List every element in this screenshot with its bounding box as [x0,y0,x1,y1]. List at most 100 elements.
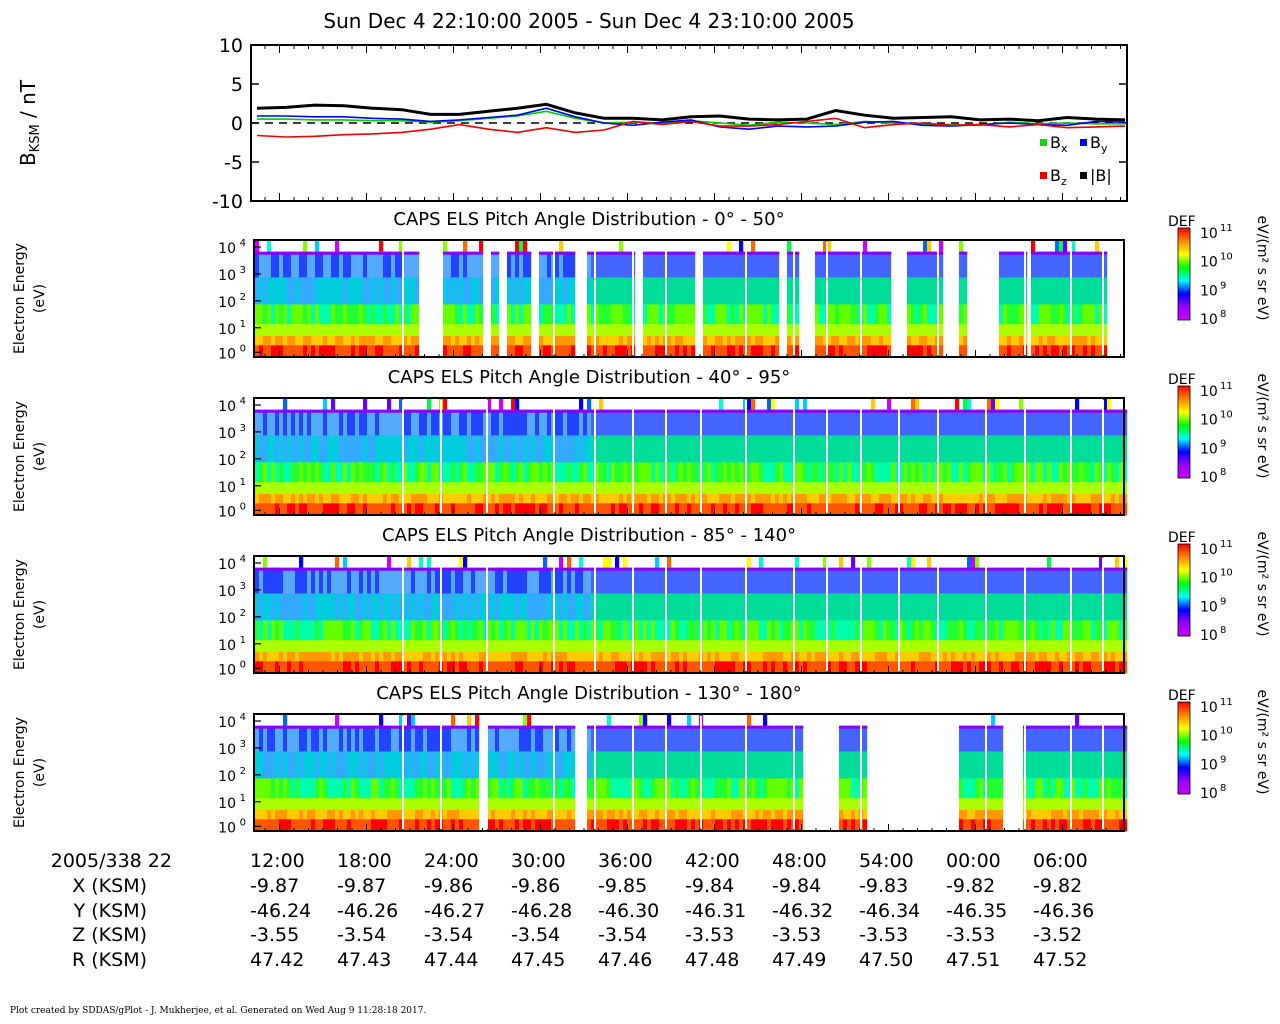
spectrogram-cell [923,651,928,662]
spectrogram-cell [499,409,504,413]
spectrogram-cell [671,661,676,674]
spectrogram-cell [523,435,528,463]
spectrogram-cell [835,335,840,346]
spectrogram-cell [807,409,812,436]
spectrogram-cell [1003,435,1008,463]
spectrogram-cell [611,335,616,346]
spectrogram-cell [735,620,740,641]
spectrogram-cell [971,462,976,483]
spectrogram-cell [939,593,944,621]
spectrogram-cell [319,462,324,483]
spectrogram-cell [1055,409,1060,436]
spectrogram-cell [655,503,660,516]
spectrogram-cell [455,493,460,504]
spectrogram-cell [431,409,436,413]
spectrogram-cell [463,409,468,413]
spectrogram-cell [1107,409,1112,413]
spectrogram-cell [283,819,288,832]
spectrogram-cell [819,277,824,305]
spectrogram-cell [459,409,464,436]
spectrogram-cell [911,304,916,325]
spectrogram-cell [955,620,960,641]
spectrogram-cell [943,435,948,463]
spectrogram-cell [907,567,912,594]
spectrogram-cell [287,751,292,779]
spectrogram-cell [1039,651,1044,662]
spectrogram-cell [411,251,416,278]
data-gap [632,558,634,671]
spectrogram-cell [323,567,328,594]
spectrogram-cell [359,324,364,337]
spectrogram-cell [711,251,716,255]
spectrogram-cell [939,503,944,516]
spectrogram-cell [703,593,708,621]
spectrogram-cell [523,567,528,571]
spectrogram-cell [391,567,396,594]
spectrogram-cell [607,324,612,337]
spectrogram-cell [351,567,356,571]
spectrogram-cell [747,398,752,411]
spectrogram-cell [279,661,284,674]
spectrogram-cell [739,640,744,653]
spectrogram-cell [919,435,924,463]
spectrogram-cell [407,409,412,413]
spectrogram-cell [655,640,660,653]
spectrogram-cell [639,482,644,495]
spectrogram-cell [947,482,952,495]
spectrogram-cell [311,661,316,674]
spectrogram-cell [931,640,936,653]
spectrogram-cell [1019,620,1024,641]
spectrogram-cell [611,567,616,594]
spectrogram-cell [783,409,788,436]
spectrogram-cell [511,620,516,641]
spectrogram-cell [1011,345,1016,358]
spectrogram-cell [971,651,976,662]
spectrogram-cell [263,251,268,255]
spectrogram-cell [739,482,744,495]
spectrogram-cell [463,345,468,358]
spectrogram-cell [271,567,276,571]
spectrogram-cell [543,251,548,255]
spectrogram-cell [555,567,560,594]
spectrogram-cell [295,482,300,495]
panel-ytick-label: 10 [218,426,236,442]
spectrogram-cell [623,567,628,571]
data-gap [745,558,747,671]
spectrogram-cell [431,462,436,483]
spectrogram-cell [999,277,1004,305]
spectrogram-cell [299,725,304,729]
spectrogram-cell [1007,493,1012,504]
spectrogram-cell [427,462,432,483]
spectrogram-cell [927,409,932,436]
spectrogram-cell [491,482,496,495]
spectrogram-cell [775,620,780,641]
spectrogram-cell [679,335,684,346]
spectrogram-cell [363,277,368,305]
spectrogram-cell [863,503,868,516]
spectrogram-cell [711,304,716,325]
spectrogram-cell [947,503,952,516]
spectrogram-cell [855,304,860,325]
spectrogram-cell [735,567,740,594]
spectrogram-cell [487,503,492,516]
spectrogram-cell [295,725,300,752]
spectrogram-cell [955,409,960,413]
spectrogram-cell [395,462,400,483]
spectrogram-cell [495,462,500,483]
spectrogram-cell [355,482,360,495]
spectrogram-cell [563,567,568,594]
spectrogram-cell [387,640,392,653]
spectrogram-cell [863,240,868,253]
spectrogram-cell [375,435,380,463]
spectrogram-cell [951,409,956,436]
spectrogram-cell [755,593,760,621]
spectrogram-cell [607,556,612,569]
spectrogram-cell [847,435,852,463]
spectrogram-cell [603,567,608,571]
spectrogram-cell [715,409,720,436]
spectrogram-cell [451,409,456,413]
spectrogram-cell [727,482,732,495]
spectrogram-cell [283,593,288,621]
spectrogram-cell [319,304,324,325]
spectrogram-cell [879,593,884,621]
